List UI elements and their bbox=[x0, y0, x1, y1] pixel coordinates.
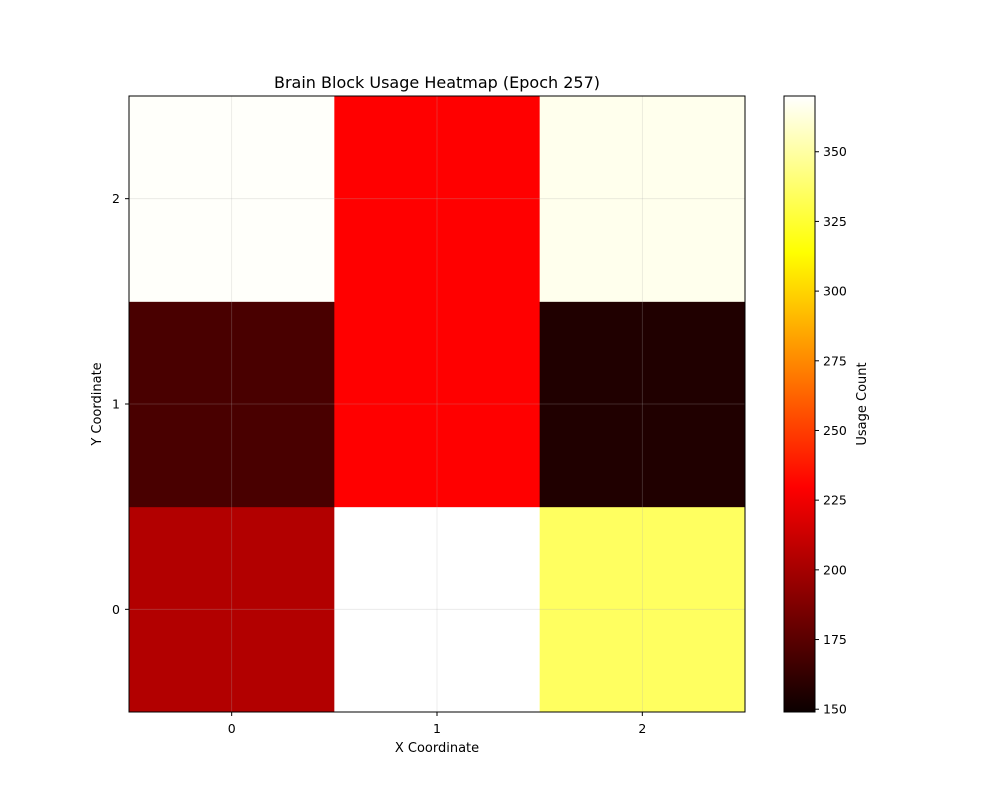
y-axis-label: Y Coordinate bbox=[90, 362, 105, 446]
heatmap-cell bbox=[334, 301, 541, 508]
y-tick-label: 2 bbox=[112, 191, 120, 206]
colorbar-tick-label: 325 bbox=[823, 214, 847, 229]
colorbar-tick-label: 150 bbox=[823, 702, 847, 717]
heatmap-cell bbox=[539, 506, 746, 713]
colorbar-tick-label: 300 bbox=[823, 284, 847, 299]
x-axis-label: X Coordinate bbox=[395, 741, 479, 756]
x-tick-label: 2 bbox=[638, 721, 646, 736]
x-tick-label: 1 bbox=[433, 721, 441, 736]
heatmap-cell bbox=[129, 301, 335, 508]
colorbar-tick-label: 175 bbox=[823, 632, 847, 647]
chart-title: Brain Block Usage Heatmap (Epoch 257) bbox=[274, 73, 600, 92]
colorbar-tick-label: 350 bbox=[823, 144, 847, 159]
heatmap-cell bbox=[129, 506, 335, 713]
colorbar-ticks: 150 175 200 225 250 275 300 325 350 bbox=[815, 144, 847, 717]
heatmap-cell bbox=[129, 96, 335, 302]
colorbar-label: Usage Count bbox=[855, 362, 870, 445]
colorbar-tick-label: 275 bbox=[823, 353, 847, 368]
y-tick-label: 0 bbox=[112, 602, 120, 617]
x-tick-label: 0 bbox=[228, 721, 236, 736]
colorbar-tick-label: 225 bbox=[823, 493, 847, 508]
x-axis-ticks: 0 1 2 bbox=[228, 712, 646, 736]
heatmap-cell bbox=[334, 506, 541, 713]
colorbar-tick-label: 200 bbox=[823, 562, 847, 577]
y-axis-ticks: 0 1 2 bbox=[112, 191, 129, 617]
grid-lines bbox=[129, 96, 745, 712]
heatmap-cell bbox=[539, 301, 746, 508]
colorbar bbox=[783, 95, 816, 713]
heatmap-cell bbox=[334, 96, 541, 302]
y-tick-label: 1 bbox=[112, 397, 120, 412]
heatmap-cells bbox=[129, 96, 746, 713]
heatmap-cell bbox=[539, 96, 746, 302]
colorbar-tick-label: 250 bbox=[823, 423, 847, 438]
